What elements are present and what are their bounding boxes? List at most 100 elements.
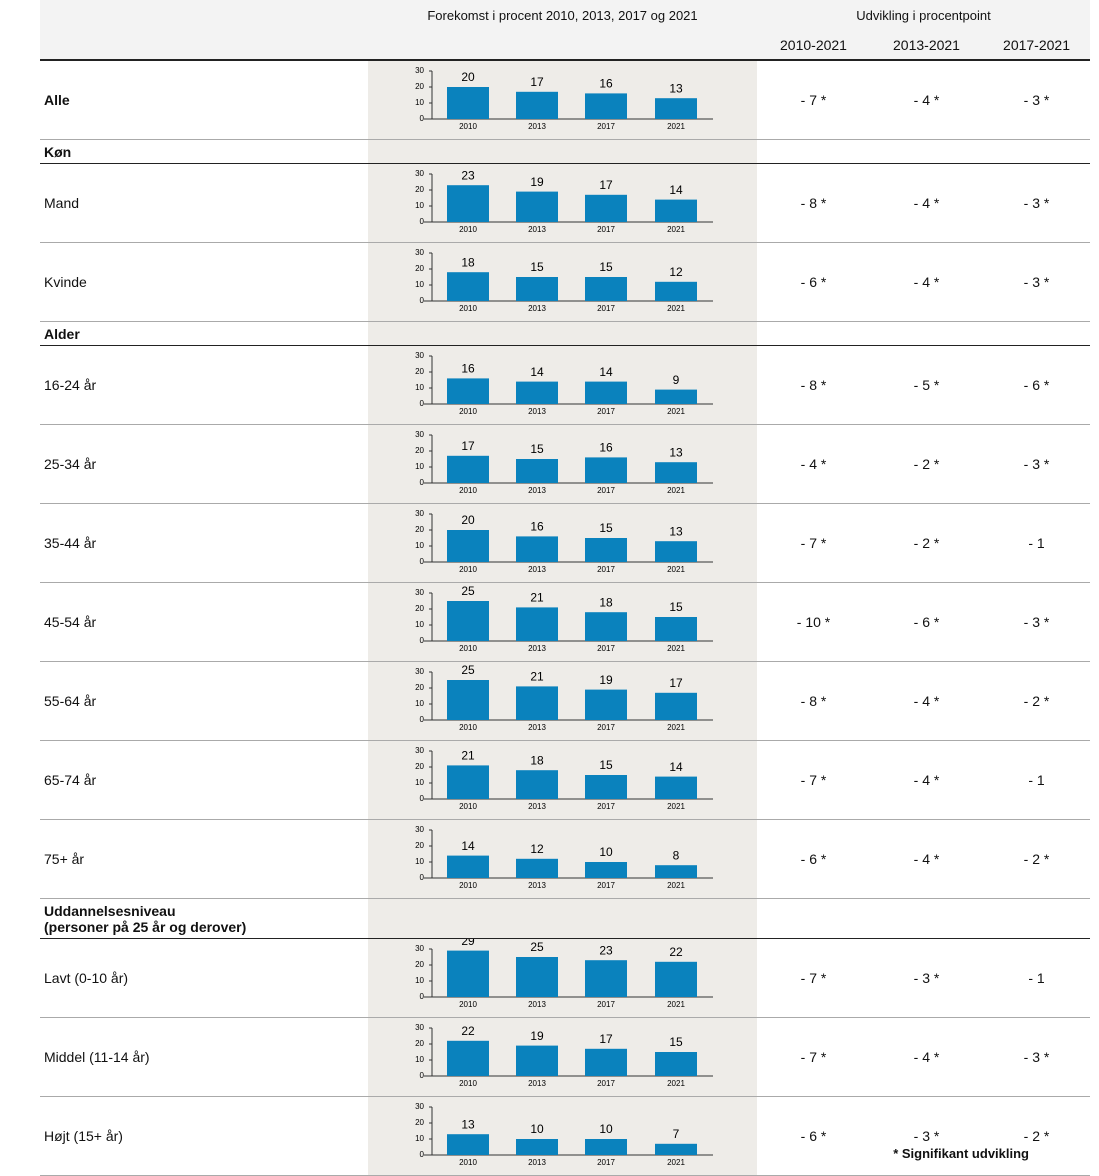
mini-chart: 0 10 20 30 29 2010 25 2013 23 2017 22 2021 xyxy=(415,934,713,1009)
value-label: 17 xyxy=(461,439,475,453)
row-label: 16-24 år xyxy=(40,345,368,425)
change: - 3 * xyxy=(983,242,1091,322)
value-label: 21 xyxy=(530,670,544,684)
bar xyxy=(447,1040,489,1076)
y-tick-label: 10 xyxy=(415,778,424,787)
mini-chart: 0 10 20 30 21 2010 18 2013 15 2017 14 2021 xyxy=(415,746,713,811)
y-tick-label: 10 xyxy=(415,699,424,708)
value-label: 14 xyxy=(669,183,683,197)
value-label: 21 xyxy=(530,591,544,605)
bar xyxy=(655,1143,697,1155)
chart-bg xyxy=(368,321,757,346)
value-label: 19 xyxy=(530,175,544,189)
mini-chart: 0 10 20 30 14 2010 12 2013 10 2017 8 2021 xyxy=(415,825,713,890)
value-label: 22 xyxy=(669,945,683,959)
year-label: 2021 xyxy=(667,565,685,574)
year-label: 2010 xyxy=(459,486,477,495)
mini-chart: 0 10 20 30 20 2010 17 2013 16 2017 13 2021 xyxy=(415,66,713,131)
bar xyxy=(585,1139,627,1155)
year-label: 2010 xyxy=(459,802,477,811)
bar xyxy=(447,272,489,301)
section-row: Uddannelsesniveau (personer på 25 år og d… xyxy=(40,898,1091,939)
change: - 7 * xyxy=(757,938,870,1018)
year-label: 2021 xyxy=(667,407,685,416)
data-row: Middel (11-14 år) 0 10 20 30 22 2010 19 2013 17 20… xyxy=(40,1017,1091,1097)
value-label: 18 xyxy=(530,753,544,767)
row-label: Mand xyxy=(40,163,368,243)
value-label: 19 xyxy=(530,1029,544,1043)
change: - 2 * xyxy=(870,424,983,504)
change: - 8 * xyxy=(757,661,870,741)
bar xyxy=(655,98,697,119)
data-row: 25-34 år 0 10 20 30 17 2010 15 2013 16 2017 13 2021 -… xyxy=(40,424,1091,504)
bar xyxy=(447,680,489,720)
bar xyxy=(655,541,697,562)
chart-bg xyxy=(368,139,757,164)
bar xyxy=(447,950,489,997)
change: - 1 xyxy=(983,938,1091,1018)
y-tick-label: 20 xyxy=(415,264,424,273)
change: - 4 * xyxy=(870,819,983,899)
year-label: 2013 xyxy=(528,1158,546,1167)
bar xyxy=(447,530,489,562)
year-label: 2017 xyxy=(597,1079,615,1088)
bar xyxy=(447,87,489,119)
change: - 3 * xyxy=(983,582,1091,662)
bar xyxy=(655,199,697,222)
change: - 7 * xyxy=(757,1017,870,1097)
change: - 8 * xyxy=(757,345,870,425)
change: - 7 * xyxy=(757,740,870,820)
year-label: 2017 xyxy=(597,644,615,653)
y-tick-label: 10 xyxy=(415,620,424,629)
bar xyxy=(655,692,697,720)
change: - 4 * xyxy=(757,424,870,504)
y-tick-label: 30 xyxy=(415,430,424,439)
year-label: 2021 xyxy=(667,122,685,131)
row-label: 35-44 år xyxy=(40,503,368,583)
blank xyxy=(40,0,368,30)
bar xyxy=(655,281,697,301)
mini-chart: 0 10 20 30 13 2010 10 2013 10 2017 7 2021 xyxy=(415,1102,713,1167)
row-label: Lavt (0-10 år) xyxy=(40,938,368,1018)
change: - 8 * xyxy=(757,163,870,243)
section-label: Køn xyxy=(40,139,368,164)
section-label: Alder xyxy=(40,321,368,346)
period-header: 2010-2021 xyxy=(757,30,870,61)
year-label: 2010 xyxy=(459,881,477,890)
bar xyxy=(447,378,489,404)
chart-cell: 0 10 20 30 23 2010 19 2013 17 2017 14 2021 xyxy=(368,163,757,243)
y-tick-label: 0 xyxy=(420,217,425,226)
change: - 10 * xyxy=(757,582,870,662)
year-label: 2010 xyxy=(459,644,477,653)
blank xyxy=(757,139,1091,164)
value-label: 23 xyxy=(599,943,613,957)
year-label: 2021 xyxy=(667,881,685,890)
year-label: 2017 xyxy=(597,225,615,234)
chart-cell: 0 10 20 30 25 2010 21 2013 18 2017 15 2021 xyxy=(368,582,757,662)
value-label: 15 xyxy=(599,260,613,274)
value-label: 8 xyxy=(673,848,680,862)
row-label: 75+ år xyxy=(40,819,368,899)
bar xyxy=(447,185,489,222)
blank xyxy=(40,30,368,61)
year-label: 2017 xyxy=(597,1158,615,1167)
y-tick-label: 10 xyxy=(415,1134,424,1143)
y-tick-label: 30 xyxy=(415,169,424,178)
chart-cell: 0 10 20 30 25 2010 21 2013 19 2017 17 2021 xyxy=(368,661,757,741)
value-label: 10 xyxy=(599,845,613,859)
value-label: 23 xyxy=(461,168,475,182)
chart-cell: 0 10 20 30 13 2010 10 2013 10 2017 7 2021 xyxy=(368,1096,757,1176)
value-label: 13 xyxy=(461,1117,475,1131)
change: - 6 * xyxy=(983,345,1091,425)
value-label: 13 xyxy=(669,81,683,95)
chart-cell: 0 10 20 30 18 2010 15 2013 15 2017 12 2021 xyxy=(368,242,757,322)
value-label: 13 xyxy=(669,524,683,538)
chart-cell: 0 10 20 30 20 2010 17 2013 16 2017 13 2021 xyxy=(368,60,757,140)
bar xyxy=(585,862,627,878)
value-label: 20 xyxy=(461,513,475,527)
bar xyxy=(585,457,627,483)
bar xyxy=(516,1139,558,1155)
bar xyxy=(585,1048,627,1076)
y-tick-label: 0 xyxy=(420,399,425,408)
row-label: 25-34 år xyxy=(40,424,368,504)
